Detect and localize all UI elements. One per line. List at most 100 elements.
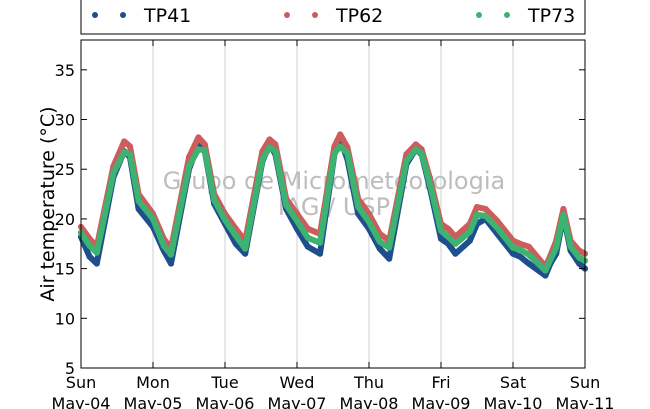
data-point-TP41 xyxy=(466,237,473,244)
legend-box xyxy=(80,0,586,35)
data-point-TP73 xyxy=(576,254,583,261)
data-point-TP73 xyxy=(135,198,142,204)
data-point-TP41 xyxy=(304,243,311,250)
legend-marker-TP62 xyxy=(312,12,318,18)
data-point-TP73 xyxy=(494,224,501,231)
y-tick-label: 30 xyxy=(55,111,75,130)
y-tick-label: 15 xyxy=(55,260,75,279)
data-point-TP41 xyxy=(438,235,444,242)
data-point-TP62 xyxy=(266,136,273,143)
y-axis-title: Air temperature (°C) xyxy=(37,106,59,301)
x-axis-ticks: Sun May-04 Mon May-05 Tue May-06 Wed May-07 Thu M… xyxy=(52,40,614,409)
data-point-TP62 xyxy=(474,204,480,210)
data-point-TP73 xyxy=(150,215,156,222)
legend-label-TP73: TP73 xyxy=(527,5,575,27)
data-point-TP41 xyxy=(376,245,383,252)
data-point-TP73 xyxy=(242,245,249,252)
data-point-TP62 xyxy=(412,141,419,148)
x-tick-label-date: May-06 xyxy=(196,394,255,409)
x-tick-label-date: May-09 xyxy=(412,394,471,409)
data-point-TP73 xyxy=(553,244,560,251)
data-point-TP73 xyxy=(466,228,473,235)
data-point-TP73 xyxy=(567,243,574,250)
legend-marker-TP73 xyxy=(476,12,482,18)
x-tick-label-date: May-04 xyxy=(52,394,111,409)
data-point-TP73 xyxy=(86,242,93,249)
data-point-TP62 xyxy=(525,243,532,250)
data-point-TP73 xyxy=(376,238,383,245)
legend-label-TP41: TP41 xyxy=(143,5,191,27)
data-point-TP73 xyxy=(366,218,372,225)
legend-marker-TP73 xyxy=(504,12,510,18)
data-point-TP73 xyxy=(560,211,567,218)
data-point-TP62 xyxy=(127,143,133,150)
legend-marker-TP62 xyxy=(284,12,290,18)
data-point-TP41 xyxy=(452,250,459,257)
data-point-TP73 xyxy=(222,216,228,223)
x-tick-label-day: Thu xyxy=(353,373,384,392)
data-point-TP73 xyxy=(266,144,273,151)
data-point-TP73 xyxy=(452,240,459,247)
data-point-TP41 xyxy=(510,250,516,257)
data-point-TP41 xyxy=(242,250,249,257)
x-tick-label-day: Sun xyxy=(570,373,600,392)
series-TP73 xyxy=(78,143,588,274)
legend-item-TP62: TP62 xyxy=(284,5,383,27)
data-point-TP73 xyxy=(403,158,410,165)
legend: TP41 TP62 TP73 xyxy=(80,0,586,35)
x-tick-label-date: May-08 xyxy=(340,394,399,409)
data-point-TP62 xyxy=(517,240,524,247)
data-point-TP73 xyxy=(186,163,192,170)
data-point-TP62 xyxy=(195,134,202,141)
data-point-TP41 xyxy=(168,260,174,267)
y-tick-label: 5 xyxy=(65,359,75,378)
data-point-TP73 xyxy=(474,211,480,218)
data-point-TP73 xyxy=(344,150,351,157)
data-point-TP41 xyxy=(517,253,524,260)
data-point-TP41 xyxy=(525,260,532,267)
legend-marker-TP41 xyxy=(92,12,98,18)
data-point-TP73 xyxy=(110,170,117,177)
x-tick-label-date: May-05 xyxy=(124,394,183,409)
y-tick-label: 10 xyxy=(55,309,75,328)
x-tick-label-day: Tue xyxy=(210,373,238,392)
data-point-TP73 xyxy=(93,249,100,256)
data-point-TP73 xyxy=(542,267,549,274)
data-point-TP73 xyxy=(195,146,202,153)
series-trace-TP62 xyxy=(78,131,588,270)
data-point-TP62 xyxy=(121,138,128,145)
data-point-TP73 xyxy=(121,149,128,156)
data-point-TP62 xyxy=(482,206,489,212)
data-point-TP73 xyxy=(201,147,208,154)
data-point-TP73 xyxy=(232,232,239,239)
data-point-TP73 xyxy=(355,204,362,210)
x-tick-label-day: Wed xyxy=(280,373,315,392)
x-tick-label-day: Sun xyxy=(66,373,96,392)
data-point-TP41 xyxy=(576,260,583,267)
data-point-TP73 xyxy=(331,150,338,157)
data-point-TP73 xyxy=(438,227,444,234)
plot-area-frame xyxy=(80,39,586,369)
data-point-TP62 xyxy=(201,141,208,148)
legend-item-TP73: TP73 xyxy=(476,5,575,27)
x-tick-label-day: Fri xyxy=(431,373,450,392)
data-point-TP62 xyxy=(445,225,452,232)
y-tick-label: 25 xyxy=(55,160,75,179)
data-point-TP73 xyxy=(127,151,133,158)
data-point-TP73 xyxy=(317,239,323,246)
y-tick-label: 20 xyxy=(55,210,75,229)
data-point-TP41 xyxy=(93,260,100,267)
data-point-TP73 xyxy=(386,244,393,251)
data-point-TP73 xyxy=(427,182,434,189)
data-point-TP73 xyxy=(525,251,532,258)
data-point-TP73 xyxy=(517,246,524,253)
data-point-TP41 xyxy=(317,250,323,257)
legend-marker-TP41 xyxy=(120,12,126,18)
grid-lines xyxy=(152,40,514,368)
data-point-TP73 xyxy=(337,143,344,150)
legend-label-TP62: TP62 xyxy=(335,5,383,27)
y-axis-ticks: 5 10 15 20 25 30 35 xyxy=(55,61,585,378)
data-point-TP73 xyxy=(445,233,452,240)
data-point-TP73 xyxy=(160,242,167,249)
